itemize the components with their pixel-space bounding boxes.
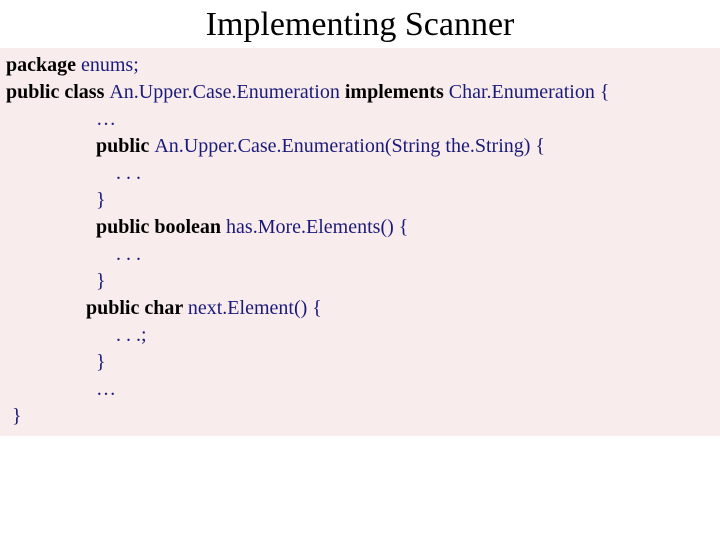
code-line: } xyxy=(6,349,714,376)
code-line: } xyxy=(6,268,714,295)
keyword: public char xyxy=(86,297,188,319)
code-line: . . . xyxy=(6,241,714,268)
code-line: public char next.Element() { xyxy=(6,295,714,322)
code-block: package enums; public class An.Upper.Cas… xyxy=(0,48,720,436)
code-line: … xyxy=(6,376,714,403)
code-line: . . .; xyxy=(6,322,714,349)
keyword: package xyxy=(6,54,81,76)
keyword: public boolean xyxy=(96,216,226,238)
slide: Implementing Scanner package enums; publ… xyxy=(0,0,720,540)
code-line: package enums; xyxy=(6,52,714,79)
code-text: has.More.Elements() { xyxy=(226,216,408,238)
slide-title: Implementing Scanner xyxy=(0,0,720,48)
code-line: } xyxy=(6,187,714,214)
code-line: public class An.Upper.Case.Enumeration i… xyxy=(6,79,714,106)
code-line: public An.Upper.Case.Enumeration(String … xyxy=(6,133,714,160)
code-text: An.Upper.Case.Enumeration(String the.Str… xyxy=(154,135,545,157)
code-line: … xyxy=(6,106,714,133)
code-text: enums; xyxy=(81,54,139,76)
code-text: An.Upper.Case.Enumeration xyxy=(109,81,345,103)
keyword: public class xyxy=(6,81,109,103)
code-line: . . . xyxy=(6,160,714,187)
code-text: Char.Enumeration { xyxy=(449,81,610,103)
code-line: public boolean has.More.Elements() { xyxy=(6,214,714,241)
code-line: } xyxy=(6,403,714,430)
code-text: next.Element() { xyxy=(188,297,322,319)
keyword: implements xyxy=(345,81,449,103)
keyword: public xyxy=(96,135,154,157)
